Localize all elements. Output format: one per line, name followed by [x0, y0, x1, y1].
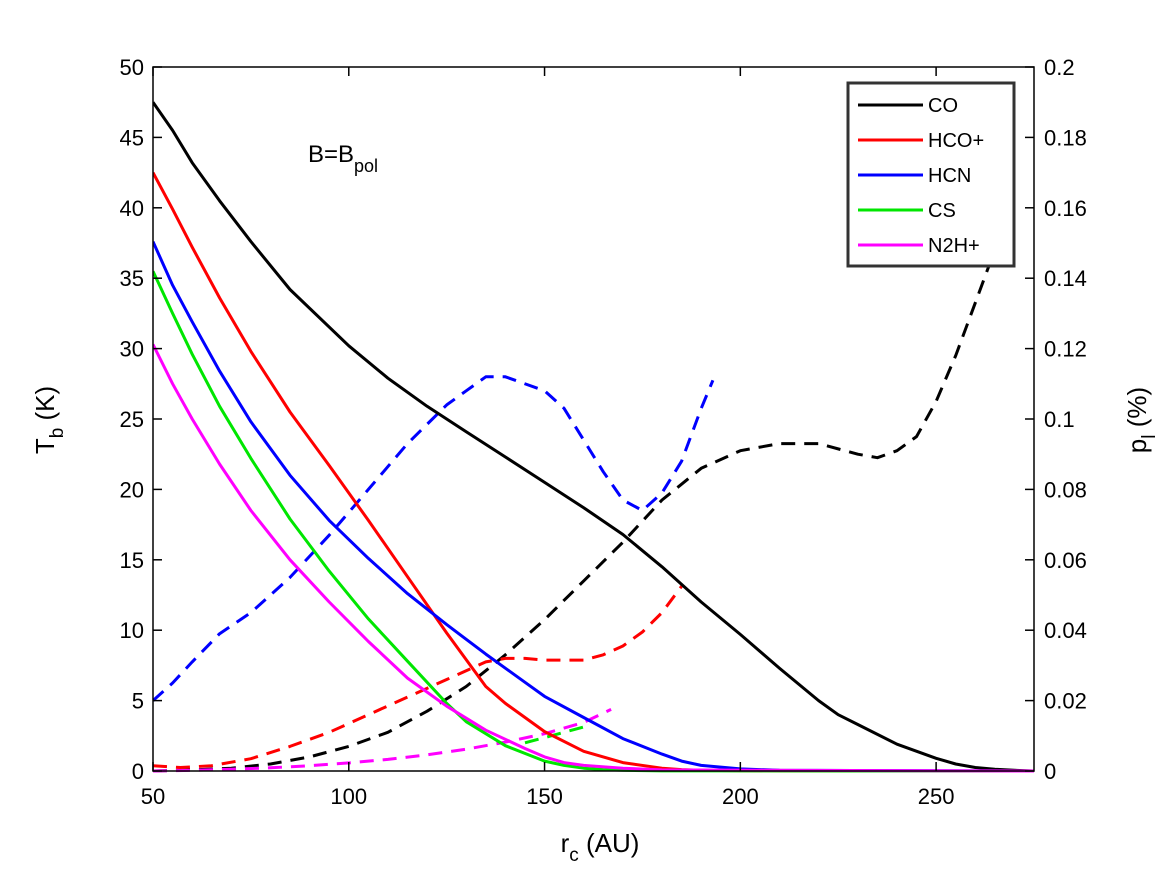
y-tick-label-left: 20: [120, 477, 144, 502]
legend-label: HCN: [928, 165, 971, 187]
y-tick-label-right: 0.08: [1044, 477, 1087, 502]
series-line-n2h-p-l: [153, 708, 612, 773]
y-tick-label-right: 0.02: [1044, 689, 1087, 714]
y-tick-label-left: 40: [120, 196, 144, 221]
y-tick-label-left: 50: [120, 55, 144, 80]
series-line-hcn-p-l: [153, 375, 715, 702]
legend-label: HCO+: [928, 130, 984, 152]
series-line-hcn: [153, 240, 1034, 773]
y-tick-label-left: 35: [120, 266, 144, 291]
y-tick-label-left: 10: [120, 618, 144, 643]
y-tick-label-right: 0.12: [1044, 337, 1087, 362]
labels-layer: 50 100 150 200 2500510152025303540455000.020…: [120, 55, 1087, 809]
y-tick-label-left: 30: [120, 337, 144, 362]
series-line-co-p-l: [153, 249, 997, 773]
y-axis-title-right: pl (%): [1122, 387, 1160, 453]
legend-label: CO: [928, 95, 958, 117]
y-tick-label-left: 15: [120, 548, 144, 573]
y-tick-label-right: 0.16: [1044, 196, 1087, 221]
field-annotation: B=Bpol: [308, 141, 378, 176]
x-tick-label: 50: [141, 784, 165, 809]
y-tick-label-left: 45: [120, 125, 144, 150]
x-tick-label: 150: [526, 784, 563, 809]
y-tick-label-right: 0.06: [1044, 548, 1087, 573]
series-line-hco-p-l: [153, 585, 683, 769]
series-line-cs: [153, 270, 1034, 773]
axes-layer: [152, 66, 1035, 772]
y-tick-label-right: 0: [1044, 759, 1056, 784]
y-tick-label-left: 25: [120, 407, 144, 432]
x-tick-label: 200: [722, 784, 759, 809]
legend-label: N2H+: [928, 235, 980, 257]
legend: CO HCO+ HCN CS N2H+: [846, 81, 1016, 268]
y-tick-label-left: 0: [132, 759, 144, 784]
series-layer: [153, 101, 1034, 773]
y-axis-title-left: Tb (K): [30, 386, 68, 454]
legend-label: CS: [928, 200, 956, 222]
x-tick-label: 100: [330, 784, 367, 809]
series-line-n2h: [153, 343, 1034, 773]
y-tick-label-right: 0.14: [1044, 266, 1087, 291]
y-tick-label-right: 0.1: [1044, 407, 1075, 432]
y-tick-label-right: 0.18: [1044, 125, 1087, 150]
y-tick-label-right: 0.04: [1044, 618, 1087, 643]
x-tick-label: 250: [918, 784, 955, 809]
x-axis-title: rc (AU): [561, 828, 640, 866]
y-tick-label-right: 0.2: [1044, 55, 1075, 80]
y-tick-label-left: 5: [132, 689, 144, 714]
series-line-co: [153, 101, 1034, 773]
